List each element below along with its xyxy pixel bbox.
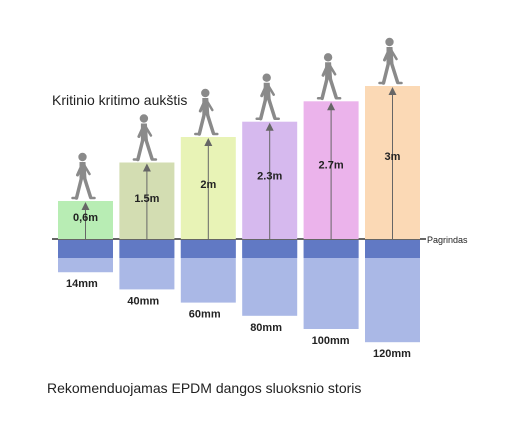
thickness-label: 14mm (66, 278, 98, 290)
figure-leg-front (82, 176, 93, 199)
height-label: 2.3m (257, 170, 282, 182)
figure-head (385, 37, 394, 47)
figure-arm (321, 62, 330, 77)
column-2: 1.5m 40mm (119, 114, 175, 307)
walking-person-icon (255, 73, 280, 121)
diagram-caption: Rekomenduojamas EPDM dangos sluoksnio st… (47, 380, 362, 396)
thickness-label: 80mm (250, 322, 282, 334)
figure-leg-back (197, 112, 207, 136)
up-arrow-head (204, 138, 213, 146)
thickness-label: 40mm (127, 295, 159, 307)
height-label: 0,6m (73, 212, 98, 224)
figure-arm-front (266, 83, 275, 96)
figure-head (139, 114, 149, 123)
up-arrow-head (265, 122, 274, 131)
figure-arm-front (389, 47, 398, 61)
figure-arm-front (327, 63, 337, 76)
base-band (58, 240, 113, 258)
height-label: 3m (385, 151, 401, 163)
walking-person-icon (132, 114, 158, 162)
up-arrow-head (81, 202, 90, 210)
figure-head (78, 152, 87, 162)
column-6: 3m 120mm (365, 37, 420, 360)
figure-arm (260, 83, 269, 98)
column-3: 2m 60mm (180, 88, 236, 321)
figure-arm-front (82, 162, 91, 176)
figure-leg-back (136, 137, 145, 162)
base-band (242, 240, 298, 258)
figure-leg-front (144, 137, 154, 161)
figure-head (323, 53, 333, 62)
height-label: 1.5m (134, 193, 159, 205)
height-label: 2m (200, 179, 216, 191)
thickness-label: 60mm (189, 309, 221, 321)
figure-leg-back (258, 96, 268, 121)
base-label: Pagrindas (427, 235, 468, 245)
up-arrow-head (327, 102, 336, 111)
up-arrow-head (142, 163, 151, 172)
figure-arm (76, 162, 84, 177)
baseline (52, 238, 426, 240)
diagram-title: Kritinio kritimo aukštis (52, 92, 188, 108)
figure-arm-front (143, 124, 153, 137)
walking-person-icon (378, 37, 403, 85)
up-arrow-head (388, 87, 397, 95)
figure-leg-back (74, 176, 84, 200)
base-band (119, 240, 175, 258)
figure-arm (198, 98, 207, 113)
figure-head (201, 88, 210, 98)
figure-arm-front (205, 98, 214, 112)
figure-head (262, 73, 271, 82)
figure-leg-back (381, 61, 391, 85)
column-1: 0,6m 14mm (58, 152, 113, 290)
walking-person-icon (316, 53, 342, 101)
walking-person-icon (71, 152, 96, 200)
column-5: 2.7m 100mm (303, 53, 359, 347)
thickness-label: 100mm (312, 335, 350, 347)
figure-leg-back (320, 76, 329, 101)
figure-leg-front (205, 112, 216, 135)
walking-person-icon (194, 88, 219, 136)
base-band (180, 240, 236, 258)
figure-leg-front (266, 96, 277, 120)
figure-leg-front (389, 61, 400, 84)
base-band (365, 240, 420, 258)
figure-arm (137, 124, 146, 138)
column-4: 2.3m 80mm (242, 73, 298, 334)
base-band (303, 240, 359, 258)
figure-arm (383, 47, 391, 62)
figure-leg-front (328, 76, 338, 100)
height-label: 2.7m (319, 159, 344, 171)
thickness-label: 120mm (373, 348, 411, 360)
